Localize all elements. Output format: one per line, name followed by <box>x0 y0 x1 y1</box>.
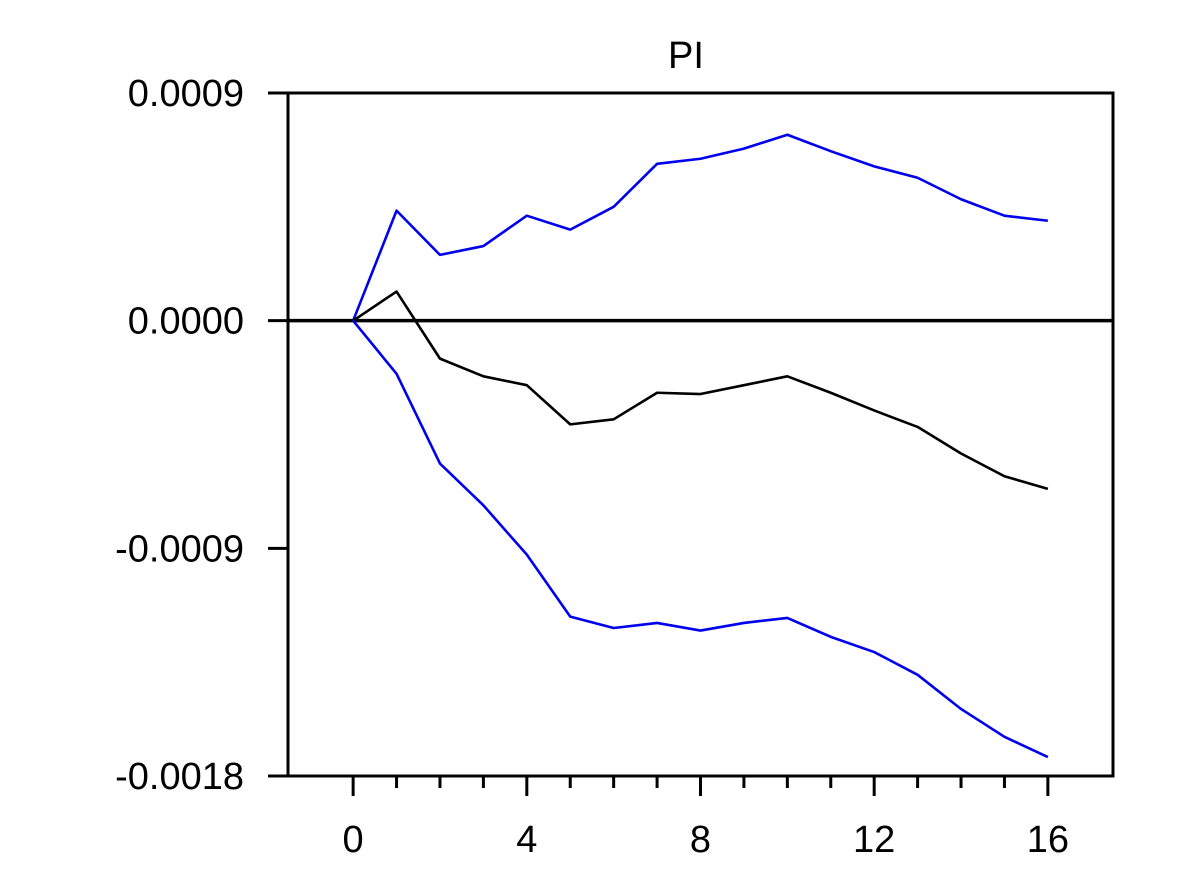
y-tick-label: 0.0009 <box>128 73 244 115</box>
chart-title: PI <box>668 35 704 77</box>
y-tick-label: -0.0018 <box>115 756 244 798</box>
x-tick-label: 4 <box>516 819 537 861</box>
series-line-point <box>352 290 1049 491</box>
x-tick-label: 12 <box>853 819 895 861</box>
x-tick-label: 8 <box>690 819 711 861</box>
x-tick-label: 16 <box>1027 819 1069 861</box>
series-line-lower <box>352 319 1049 759</box>
y-tick-label: -0.0009 <box>115 528 244 570</box>
plot-frame <box>286 91 1115 778</box>
x-tick-label: 0 <box>343 819 364 861</box>
series-line-upper <box>351 133 1049 322</box>
y-tick-label: 0.0000 <box>128 301 244 343</box>
plot-area: 0.0009 0.0000 -0.0009 -0.0018 0 4 8 12 16 <box>115 73 1115 861</box>
